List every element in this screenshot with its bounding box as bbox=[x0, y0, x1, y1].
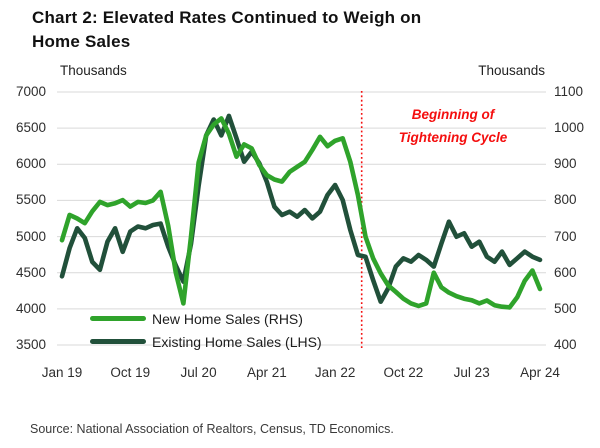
legend-item-existing-home-sales: Existing Home Sales (LHS) bbox=[90, 333, 322, 350]
legend-label: Existing Home Sales (LHS) bbox=[152, 333, 322, 350]
existing-home-sales-swatch bbox=[90, 338, 146, 345]
legend-item-new-home-sales: New Home Sales (RHS) bbox=[90, 310, 322, 327]
tightening-cycle-annotation: Beginning of Tightening Cycle bbox=[379, 103, 527, 149]
right-axis-tick: 800 bbox=[554, 192, 577, 208]
left-axis-tick: 7000 bbox=[15, 84, 46, 99]
chart-title-line1: Chart 2: Elevated Rates Continued to Wei… bbox=[32, 8, 422, 27]
x-axis-tick: Apr 21 bbox=[246, 365, 287, 380]
x-axis-tick: Jul 20 bbox=[180, 365, 217, 380]
right-axis-tick: 900 bbox=[554, 156, 577, 172]
left-axis-tick: 5500 bbox=[15, 192, 46, 208]
right-axis-tick: 700 bbox=[554, 228, 577, 244]
right-axis-tick: 500 bbox=[554, 300, 577, 316]
left-axis-tick: 6000 bbox=[15, 156, 46, 172]
right-axis-unit-label: Thousands bbox=[478, 63, 545, 78]
source-note: Source: National Association of Realtors… bbox=[30, 422, 394, 436]
left-axis-tick: 4500 bbox=[15, 264, 46, 280]
left-axis-tick: 5000 bbox=[15, 228, 46, 244]
annotation-line1: Beginning of bbox=[411, 107, 495, 122]
right-axis-tick: 1100 bbox=[554, 84, 584, 99]
chart-title-line2: Home Sales bbox=[32, 32, 131, 51]
left-axis-tick: 3500 bbox=[15, 337, 46, 352]
left-axis-unit-label: Thousands bbox=[60, 63, 127, 78]
right-axis-tick: 400 bbox=[554, 337, 577, 352]
new-home-sales-swatch bbox=[90, 315, 146, 322]
left-axis-tick: 6500 bbox=[15, 120, 46, 136]
legend-label: New Home Sales (RHS) bbox=[152, 310, 303, 327]
x-axis-tick: Jan 19 bbox=[41, 365, 83, 380]
x-axis-tick: Oct 19 bbox=[110, 365, 151, 380]
new-home-sales-line bbox=[59, 116, 543, 310]
left-axis-tick: 4000 bbox=[15, 300, 46, 316]
x-axis-tick: Apr 24 bbox=[520, 365, 560, 380]
right-axis-tick: 1000 bbox=[554, 120, 585, 136]
chart-legend: New Home Sales (RHS) Existing Home Sales… bbox=[90, 310, 322, 356]
existing-home-sales-line bbox=[59, 113, 543, 305]
x-axis-tick: Jan 22 bbox=[314, 365, 356, 380]
x-axis-tick: Jul 23 bbox=[453, 365, 490, 380]
chart-title: Chart 2: Elevated Rates Continued to Wei… bbox=[32, 6, 512, 54]
x-axis-tick: Oct 22 bbox=[383, 365, 424, 380]
annotation-line2: Tightening Cycle bbox=[398, 130, 508, 145]
right-axis-tick: 600 bbox=[554, 264, 577, 280]
